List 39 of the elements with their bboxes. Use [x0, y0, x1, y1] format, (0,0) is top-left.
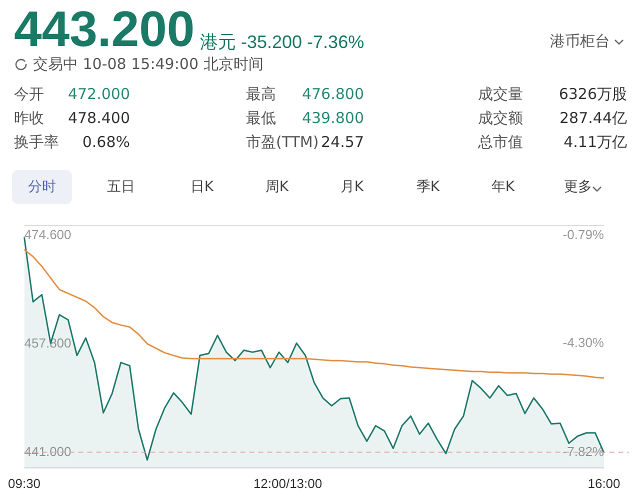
text: 日K — [189, 178, 215, 196]
y-tick-label: 474.600 — [24, 226, 72, 242]
text: 交易中 10-08 15:49:00 北京时间 — [33, 55, 264, 74]
text: 最低 — [246, 109, 276, 128]
text: 6326万股 — [558, 85, 627, 103]
text: 港币柜台 — [550, 32, 610, 51]
x-tick-label: 09:30 — [8, 476, 41, 491]
y2-tick-label: -7.82% — [562, 444, 604, 459]
text: 周K — [264, 178, 290, 196]
text: 今开 — [14, 85, 44, 104]
text: 昨收 — [14, 109, 44, 128]
x-tick-label: 16:00 — [588, 476, 620, 491]
text: 月K — [339, 178, 365, 196]
text: 476.800 — [302, 85, 364, 103]
chart-subtitle: 港元 -35.200 -7.36% — [200, 31, 364, 54]
chart-title: 443.200 — [14, 0, 195, 57]
text: 24.57 — [321, 133, 364, 151]
text: 总市值 — [478, 133, 523, 152]
text: 成交额 — [478, 109, 523, 128]
text: 最高 — [246, 85, 276, 104]
text: 4.11万亿 — [564, 133, 627, 151]
text: 478.400 — [68, 109, 130, 127]
y-tick-label: 441.000 — [24, 444, 72, 459]
text: 439.800 — [302, 109, 364, 127]
text: 季K — [415, 178, 441, 196]
y2-tick-label: -0.79% — [562, 226, 604, 242]
text: 472.000 — [68, 85, 130, 103]
y-tick-label: 457.800 — [24, 335, 72, 350]
text: 五日 — [106, 178, 136, 196]
text: 市盈(TTM) — [246, 133, 319, 152]
text: 287.44亿 — [560, 109, 627, 127]
text: 年K — [490, 178, 516, 196]
text: 成交量 — [478, 85, 523, 104]
y2-tick-label: -4.30% — [562, 335, 604, 350]
text: 更多 — [563, 178, 593, 196]
text: 0.68% — [82, 133, 130, 151]
text: 分时 — [12, 170, 72, 204]
text: 换手率 — [14, 133, 59, 152]
x-tick-label: 12:00/13:00 — [253, 476, 322, 491]
